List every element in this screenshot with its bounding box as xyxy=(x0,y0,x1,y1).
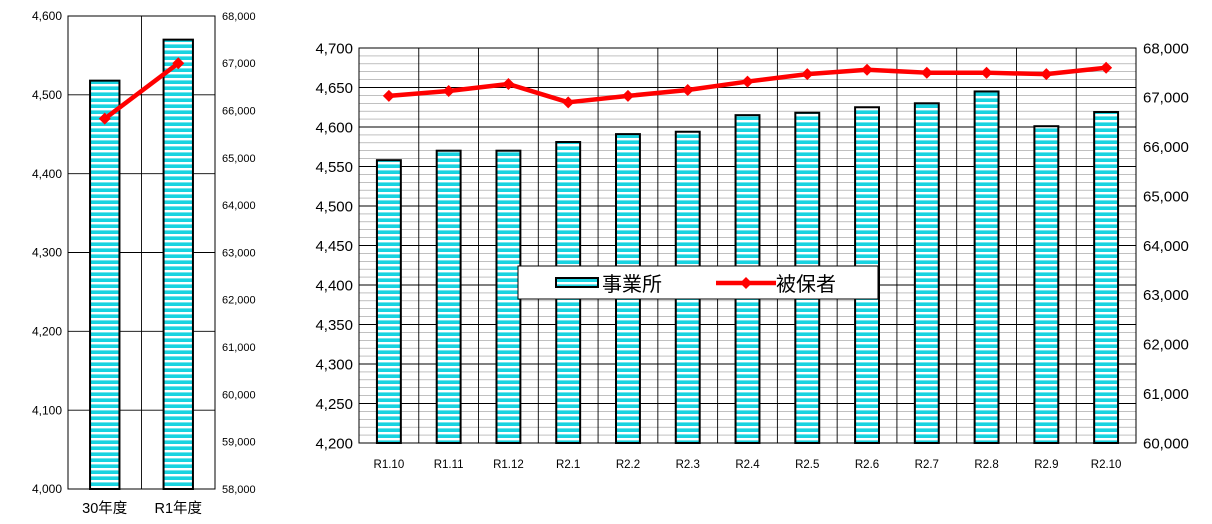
y-left-tick-label: 4,200 xyxy=(32,325,62,339)
y-right-tick-label: 61,000 xyxy=(1143,386,1189,403)
y-right-tick-label: 64,000 xyxy=(1143,238,1189,255)
line-marker xyxy=(861,63,874,76)
legend: 事業所 被保者 xyxy=(517,265,879,300)
x-category-label: R2.9 xyxy=(1034,459,1058,471)
y-left-tick-label: 4,250 xyxy=(315,396,353,413)
y-right-tick-label: 59,000 xyxy=(222,437,256,449)
legend-line-marker xyxy=(740,277,752,289)
y-left-tick-label: 4,600 xyxy=(32,9,62,23)
y-left-tick-label: 4,000 xyxy=(32,482,62,496)
x-category-label: R1.12 xyxy=(493,459,524,471)
x-category-label: R2.4 xyxy=(735,459,760,471)
y-left-tick-label: 4,350 xyxy=(315,317,353,334)
line-marker xyxy=(621,89,634,102)
line-marker xyxy=(1040,68,1053,81)
annual-chart: 4,000 4,100 4,200 4,300 4,400 4,500 4,600 58,00… xyxy=(32,9,256,517)
y-right-tick-label: 63,000 xyxy=(222,247,256,259)
y-right-tick-label: 63,000 xyxy=(1143,287,1189,304)
line-marker xyxy=(681,83,694,96)
y-left-tick-label: 4,300 xyxy=(315,356,353,373)
y-left-tick-label: 4,400 xyxy=(32,167,62,181)
x-category-label: R1.10 xyxy=(374,459,405,471)
bar-事業所 xyxy=(435,149,462,444)
x-category-label: R1.11 xyxy=(434,459,464,471)
y-left-tick-label: 4,700 xyxy=(315,40,353,57)
bar-事業所 xyxy=(495,149,522,444)
y-right-tick-label: 68,000 xyxy=(1143,40,1189,57)
y-right-tick-label: 66,000 xyxy=(222,105,256,117)
x-category-label: R2.8 xyxy=(974,459,998,471)
y-left-tick-label: 4,300 xyxy=(32,246,62,260)
line-marker xyxy=(442,84,455,97)
bar-事業所 xyxy=(973,90,1000,444)
bar-事業所 xyxy=(1093,110,1120,445)
line-marker xyxy=(920,66,933,79)
y-left-tick-label: 4,550 xyxy=(315,159,353,176)
y-right-tick-label: 65,000 xyxy=(1143,188,1189,205)
x-category-label: R1年度 xyxy=(154,500,202,517)
y-right-tick-label: 65,000 xyxy=(222,153,256,165)
monthly-chart: 4,200 4,250 4,300 4,350 4,400 4,450 4,500 4,550… xyxy=(315,40,1188,471)
y-right-tick-label: 64,000 xyxy=(222,200,256,212)
y-right-tick-label: 58,000 xyxy=(222,484,256,496)
line-marker xyxy=(1100,61,1113,74)
bar-事業所 xyxy=(913,102,940,445)
x-category-label: R2.10 xyxy=(1091,459,1122,471)
line-marker xyxy=(562,96,575,109)
legend-label: 被保者 xyxy=(776,272,836,296)
y-right-tick-label: 68,000 xyxy=(222,11,256,23)
x-category-label: R2.6 xyxy=(855,459,879,471)
y-right-tick-label: 67,000 xyxy=(1143,90,1189,107)
y-left-tick-label: 4,200 xyxy=(315,435,353,452)
y-right-tick-label: 60,000 xyxy=(1143,435,1189,452)
x-category-label: R2.2 xyxy=(616,459,640,471)
y-right-tick-label: 61,000 xyxy=(222,342,256,354)
x-category-label: R2.3 xyxy=(676,459,700,471)
x-category-label: R2.7 xyxy=(915,459,939,471)
x-category-label: R2.5 xyxy=(795,459,819,471)
y-left-tick-label: 4,100 xyxy=(32,403,62,417)
bar-事業所 xyxy=(162,38,194,491)
line-marker xyxy=(801,68,814,81)
y-left-tick-label: 4,450 xyxy=(315,238,353,255)
bar-事業所 xyxy=(1033,125,1060,445)
y-left-tick-label: 4,400 xyxy=(315,277,353,294)
line-marker xyxy=(502,78,515,91)
legend-bar-swatch xyxy=(555,277,599,288)
y-right-tick-label: 67,000 xyxy=(222,58,256,70)
y-left-tick-label: 4,500 xyxy=(32,88,62,102)
x-category-label: 30年度 xyxy=(82,500,127,517)
x-category-label: R2.1 xyxy=(556,459,580,471)
y-right-tick-label: 66,000 xyxy=(1143,139,1189,156)
y-right-tick-label: 60,000 xyxy=(222,389,256,401)
legend-label: 事業所 xyxy=(602,272,662,296)
line-marker xyxy=(172,57,185,70)
plot-frame xyxy=(67,15,216,490)
line-marker xyxy=(741,75,754,88)
y-left-tick-label: 4,600 xyxy=(315,119,353,136)
line-被保者 xyxy=(103,61,180,121)
line-marker xyxy=(98,112,111,125)
y-right-tick-label: 62,000 xyxy=(1143,337,1189,354)
line-marker xyxy=(980,66,993,79)
line-marker xyxy=(382,89,395,102)
y-right-tick-label: 62,000 xyxy=(222,295,256,307)
y-left-tick-label: 4,650 xyxy=(315,80,353,97)
bar-事業所 xyxy=(375,159,402,444)
bar-事業所 xyxy=(89,79,121,490)
y-left-tick-label: 4,500 xyxy=(315,198,353,215)
